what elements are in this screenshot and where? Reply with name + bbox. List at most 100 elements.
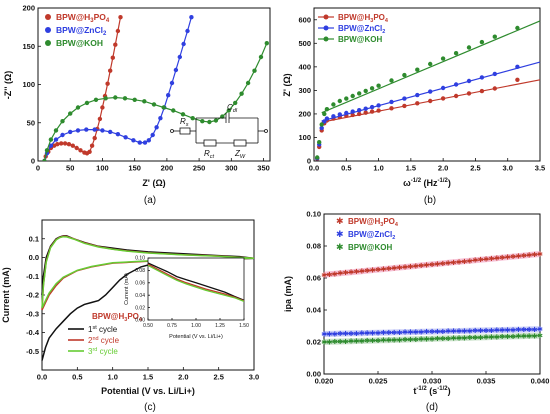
legend-label-2nd-cycle: 2nd cycle xyxy=(88,336,120,345)
data-point-green: ✱ xyxy=(380,337,386,345)
panel-d-xtick-label: 0.030 xyxy=(423,377,442,386)
data-point-blue: ✱ xyxy=(526,326,532,334)
data-point-red xyxy=(492,86,497,91)
data-point-green xyxy=(264,41,269,46)
data-point-red: ✱ xyxy=(499,254,505,262)
data-point-red xyxy=(389,106,394,111)
panel-a-ylabel: -Z'' (Ω) xyxy=(3,71,13,100)
data-point-green: ✱ xyxy=(488,334,494,342)
data-point-red xyxy=(97,116,103,122)
data-point-blue xyxy=(53,137,59,142)
data-point-green xyxy=(122,96,128,101)
panel-d-xlabel: t-1/2 (s-1/2) xyxy=(413,386,450,396)
data-point-blue xyxy=(337,112,342,117)
data-point-red: ✱ xyxy=(526,252,532,260)
data-point-blue: ✱ xyxy=(467,327,473,335)
data-point-blue xyxy=(142,140,148,145)
data-point-blue: ✱ xyxy=(343,330,349,338)
data-point-green xyxy=(402,72,407,78)
data-point-green: ✱ xyxy=(532,332,538,340)
data-point-blue: ✱ xyxy=(359,330,365,338)
data-point-green: ✱ xyxy=(467,334,473,342)
data-point-blue: ✱ xyxy=(397,329,403,337)
data-point-red xyxy=(118,15,123,20)
data-point-red: ✱ xyxy=(445,259,451,267)
panel-b-ytick-label: 500 xyxy=(298,39,311,48)
data-point-blue xyxy=(48,143,54,148)
data-point-red: ✱ xyxy=(402,264,408,272)
data-point-green: ✱ xyxy=(343,338,349,346)
resistor-rct xyxy=(203,139,217,147)
data-point-blue: ✱ xyxy=(321,331,327,339)
data-point-red: ✱ xyxy=(321,271,327,279)
legend-marker-h3po4 xyxy=(45,14,51,20)
data-point-green xyxy=(84,100,90,106)
data-point-green: ✱ xyxy=(375,337,381,345)
data-point-blue xyxy=(440,85,446,91)
data-point-red: ✱ xyxy=(483,256,489,264)
legend-item-1st-cycle: 1st cycle xyxy=(68,325,118,334)
panel-b-frame xyxy=(313,7,541,162)
data-point-red xyxy=(363,110,368,115)
data-point-blue: ✱ xyxy=(348,330,354,338)
panel-c-xtick-label: 2.5 xyxy=(213,373,223,382)
data-point-red xyxy=(515,77,520,83)
data-point-green xyxy=(207,119,212,125)
data-point-red xyxy=(59,141,64,146)
data-point-blue: ✱ xyxy=(499,327,505,335)
data-point-blue xyxy=(185,28,190,34)
inset-xtick-label: 1.25 xyxy=(215,323,225,329)
data-point-blue xyxy=(100,128,105,133)
panel-c-ytick-label: 0.1 xyxy=(29,234,39,243)
data-point-blue xyxy=(428,89,433,94)
data-point-green xyxy=(180,112,186,117)
panel-b-xtick-label: 1.0 xyxy=(373,164,383,173)
data-point-blue xyxy=(166,93,171,98)
inset-frame xyxy=(147,257,245,321)
inset-ytick-label: 0.00 xyxy=(135,318,145,324)
legend-label-zncl2: BPW@ZnCl2 xyxy=(338,24,385,35)
data-point-red: ✱ xyxy=(521,252,527,260)
legend-title: BPW@H3PO4 xyxy=(92,312,143,323)
data-point-red xyxy=(74,145,79,151)
panel-c-ytick-label: -0.1 xyxy=(26,272,39,281)
panel-b-xtick-label: 2.0 xyxy=(438,164,448,173)
legend-label-h3po4: BPW@H3PO4 xyxy=(348,217,399,228)
data-point-red: ✱ xyxy=(440,260,446,268)
data-point-blue xyxy=(344,110,349,116)
data-point-green: ✱ xyxy=(505,333,511,341)
data-point-red: ✱ xyxy=(380,266,386,274)
data-point-red xyxy=(113,42,118,47)
data-point-red xyxy=(415,101,420,106)
data-point-blue: ✱ xyxy=(532,326,538,334)
data-point-blue: ✱ xyxy=(418,328,424,336)
data-point-green xyxy=(171,108,176,113)
data-point-blue xyxy=(68,129,73,135)
panel-c-xtick-label: 3.0 xyxy=(249,373,259,382)
data-point-blue: ✱ xyxy=(332,330,338,338)
panel-a-ytick-label: 0 xyxy=(31,157,35,166)
data-point-red: ✱ xyxy=(510,253,516,261)
panel-a-legend: BPW@H3PO4 BPW@ZnCl2 BPW@KOH xyxy=(45,12,110,48)
data-point-red: ✱ xyxy=(515,253,521,261)
data-point-green xyxy=(324,107,330,112)
data-point-green: ✱ xyxy=(321,339,327,347)
legend-marker-h3po4: ✱ xyxy=(336,216,344,226)
panel-b-axes: 0.0 0.5 1.0 1.5 2.0 2.5 3.0 3.5 0 100 200 300 400 500… xyxy=(298,15,545,172)
panel-b-xtick-label: 0.0 xyxy=(309,164,319,173)
data-point-red: ✱ xyxy=(337,270,343,278)
data-point-blue xyxy=(158,116,163,121)
data-point-green xyxy=(233,100,238,106)
data-point-red: ✱ xyxy=(472,257,478,265)
legend-item-3rd-cycle: 3rd cycle xyxy=(68,347,118,356)
data-point-blue xyxy=(150,132,155,138)
panel-b-ylabel: Z' (Ω) xyxy=(282,73,292,96)
data-point-green: ✱ xyxy=(353,338,359,346)
panel-c-ytick-label: -0.5 xyxy=(26,347,39,356)
panel-d-legend: ✱ BPW@H3PO4 ✱ BPW@ZnCl2 ✱ BPW@KOH xyxy=(336,216,399,252)
panel-d-ytick-label: 0.08 xyxy=(306,242,321,251)
data-point-green xyxy=(344,96,349,101)
panel-b-ytick-label: 100 xyxy=(298,133,311,142)
data-point-blue xyxy=(402,96,407,101)
data-point-blue xyxy=(177,54,182,60)
